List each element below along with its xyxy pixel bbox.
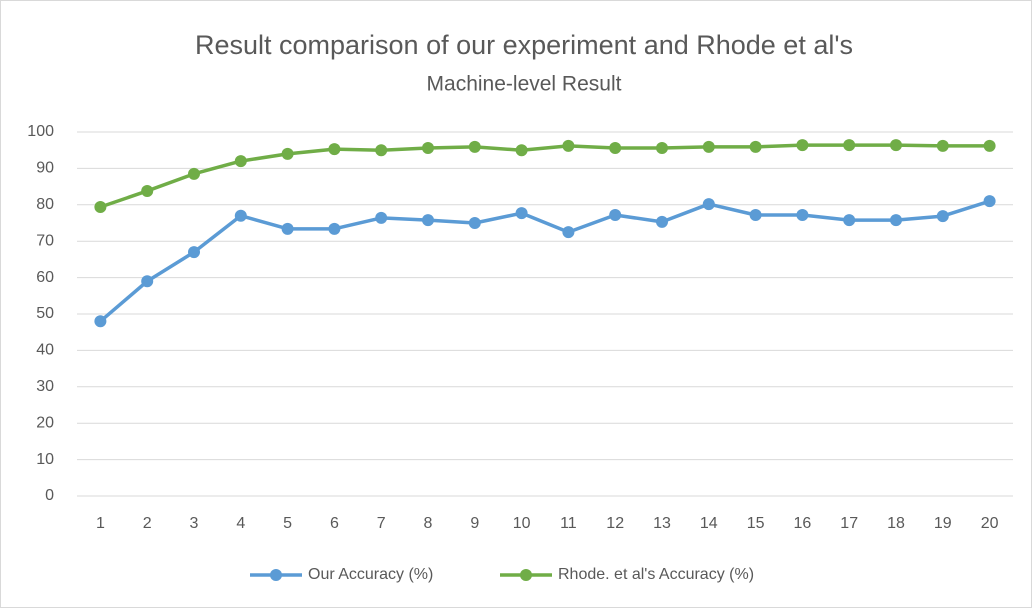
x-tick-label: 3 xyxy=(190,515,199,532)
data-point xyxy=(936,210,949,223)
x-tick-label: 19 xyxy=(934,515,952,532)
y-tick-label: 30 xyxy=(36,378,54,395)
data-point xyxy=(656,142,668,155)
data-point xyxy=(562,226,575,239)
data-point xyxy=(422,214,434,227)
data-point xyxy=(609,142,622,155)
y-tick-label: 80 xyxy=(36,196,54,213)
y-tick-label: 0 xyxy=(45,487,54,504)
data-point xyxy=(843,214,856,227)
y-tick-label: 50 xyxy=(36,305,54,322)
data-point xyxy=(562,139,575,152)
data-point xyxy=(281,222,294,235)
x-tick-label: 20 xyxy=(981,515,999,532)
legend-label: Rhode. et al's Accuracy (%) xyxy=(558,566,754,583)
legend-marker xyxy=(270,569,282,581)
legend-label: Our Accuracy (%) xyxy=(308,566,433,583)
data-point xyxy=(468,140,481,153)
x-tick-label: 4 xyxy=(236,515,245,532)
x-tick-label: 11 xyxy=(560,515,577,532)
x-tick-label: 13 xyxy=(653,515,671,532)
x-tick-label: 9 xyxy=(470,515,479,532)
data-point xyxy=(609,208,622,221)
y-tick-label: 70 xyxy=(36,232,54,249)
x-tick-label: 12 xyxy=(606,515,624,532)
data-point xyxy=(94,200,107,213)
data-point xyxy=(936,139,949,152)
chart-subtitle: Machine-level Result xyxy=(427,73,622,96)
data-point xyxy=(749,208,762,221)
legend-marker xyxy=(520,569,532,581)
chart-title: Result comparison of our experiment and … xyxy=(195,30,853,60)
data-point xyxy=(890,139,902,152)
data-point xyxy=(702,140,715,153)
data-point xyxy=(94,315,107,328)
data-point xyxy=(983,195,996,208)
y-tick-label: 20 xyxy=(36,414,54,431)
x-tick-label: 6 xyxy=(330,515,339,532)
x-tick-label: 16 xyxy=(794,515,812,532)
x-tick-label: 2 xyxy=(143,515,152,532)
data-point xyxy=(890,214,902,227)
x-tick-label: 17 xyxy=(840,515,858,532)
y-tick-label: 100 xyxy=(27,123,54,140)
data-point xyxy=(281,147,294,160)
data-point xyxy=(468,217,481,229)
data-point xyxy=(796,208,809,221)
data-point xyxy=(422,142,434,155)
x-tick-label: 15 xyxy=(747,515,765,532)
y-tick-label: 60 xyxy=(36,269,54,286)
x-tick-label: 1 xyxy=(96,515,105,532)
data-point xyxy=(375,211,388,224)
x-tick-label: 8 xyxy=(424,515,433,532)
x-tick-label: 18 xyxy=(887,515,905,532)
series-line xyxy=(99,143,990,209)
data-point xyxy=(515,207,528,220)
y-tick-label: 40 xyxy=(36,342,54,359)
data-point xyxy=(234,155,247,168)
data-point xyxy=(188,246,200,259)
data-point xyxy=(328,222,341,235)
data-point xyxy=(234,209,247,222)
data-point xyxy=(843,139,856,152)
data-point xyxy=(141,184,154,197)
data-point xyxy=(656,215,668,228)
data-point xyxy=(702,198,715,211)
data-point xyxy=(749,140,762,153)
data-point xyxy=(796,139,809,152)
series-line xyxy=(99,199,991,323)
x-tick-label: 5 xyxy=(283,515,292,532)
data-point xyxy=(188,167,200,180)
data-point xyxy=(983,139,996,152)
y-tick-label: 90 xyxy=(36,160,54,177)
data-point xyxy=(375,144,388,157)
x-tick-label: 7 xyxy=(377,515,386,532)
y-tick-label: 10 xyxy=(36,451,54,468)
data-point xyxy=(141,275,154,288)
x-tick-label: 10 xyxy=(513,515,531,532)
data-point xyxy=(328,143,341,156)
data-point xyxy=(515,144,528,157)
x-tick-label: 14 xyxy=(700,515,718,532)
